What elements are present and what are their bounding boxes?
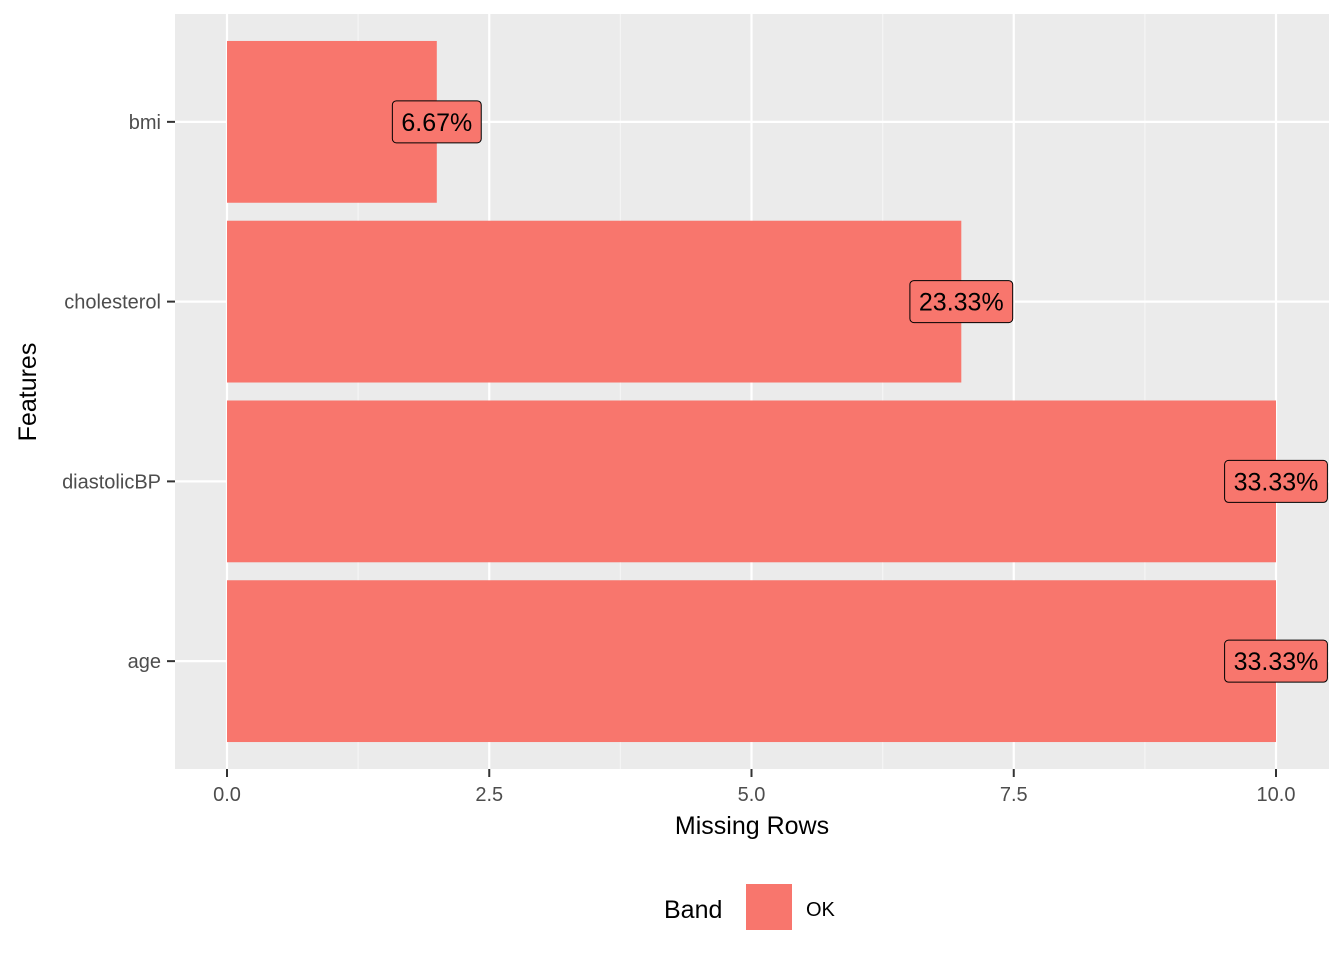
data-labels: 6.67% 23.33% 33.33% 33.33%: [391, 100, 1328, 683]
data-label-text: 23.33%: [919, 289, 1004, 317]
legend-title: Band: [664, 896, 722, 924]
data-label-age: 33.33%: [1224, 639, 1328, 683]
bars: [227, 40, 1276, 743]
data-label-text: 33.33%: [1234, 468, 1319, 496]
bar-cholesterol: [227, 220, 962, 383]
bar-diastolicBP: [227, 400, 1276, 563]
y-tick-label-bmi: bmi: [129, 112, 161, 134]
legend: Band OK: [664, 884, 836, 930]
y-tick-label-diastolicBP: diastolicBP: [62, 471, 161, 493]
data-label-box: [1224, 459, 1328, 503]
x-tick-label: 2.5: [475, 784, 503, 806]
data-label-box: [1224, 639, 1328, 683]
data-label-text: 33.33%: [1234, 648, 1319, 676]
x-tick-label: 10.0: [1257, 784, 1296, 806]
y-tick-label-age: age: [128, 651, 161, 673]
x-tick-label: 0.0: [213, 784, 241, 806]
y-tick-label-cholesterol: cholesterol: [64, 292, 161, 314]
legend-key-ok: [746, 884, 792, 930]
y-axis-title: Features: [14, 343, 42, 442]
data-label-text: 6.67%: [401, 109, 472, 137]
x-axis-title: Missing Rows: [675, 812, 829, 840]
bar-age: [227, 580, 1276, 743]
x-tick-label: 7.5: [1000, 784, 1028, 806]
data-label-bmi: 6.67%: [391, 100, 482, 144]
legend-label-ok: OK: [806, 899, 836, 921]
x-tick-label: 5.0: [738, 784, 766, 806]
y-axis: bmi cholesterol diastolicBP age: [62, 112, 175, 673]
data-label-diastolicBP: 33.33%: [1224, 459, 1328, 503]
data-label-cholesterol: 23.33%: [909, 280, 1014, 324]
data-label-box: [391, 100, 482, 144]
x-axis: 0.0 2.5 5.0 7.5 10.0: [213, 769, 1295, 806]
data-label-box: [909, 280, 1014, 324]
